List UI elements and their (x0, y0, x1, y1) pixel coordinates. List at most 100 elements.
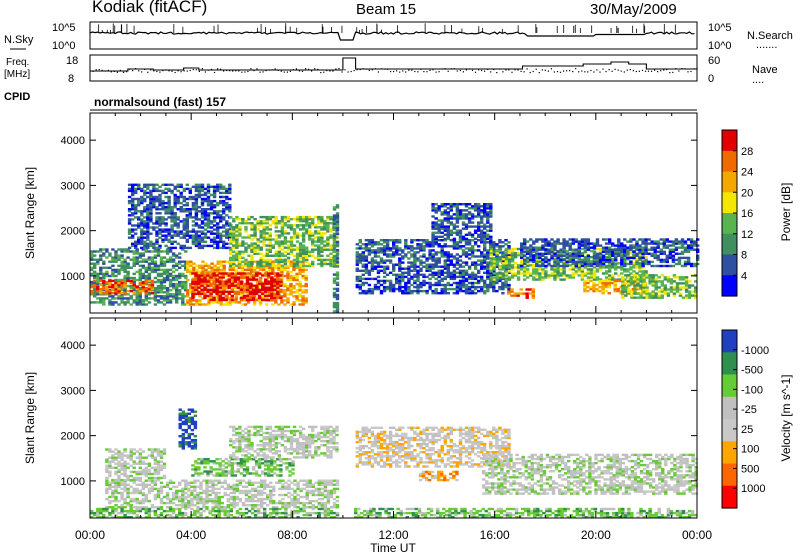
heatmap-cell (200, 183, 205, 186)
heatmap-cell (194, 199, 199, 203)
heatmap-cell (274, 250, 278, 253)
heatmap-cell (626, 268, 630, 271)
heatmap-cell (413, 275, 417, 279)
heatmap-cell (286, 224, 291, 227)
heatmap-cell (523, 262, 527, 266)
heatmap-cell (298, 293, 302, 296)
heatmap-cell (198, 270, 202, 274)
heatmap-cell (376, 261, 381, 264)
heatmap-cell (289, 226, 294, 229)
heatmap-cell (194, 224, 199, 227)
heatmap-cell (641, 266, 645, 269)
heatmap-cell (129, 250, 133, 253)
heatmap-cell (571, 266, 575, 269)
heatmap-cell (559, 256, 563, 259)
heatmap-cell (526, 256, 530, 260)
heatmap-cell (501, 274, 506, 277)
heatmap-cell (234, 270, 239, 274)
heatmap-cell (191, 286, 195, 289)
heatmap-cell (189, 289, 193, 292)
nave-dot (623, 71, 625, 73)
heatmap-cell (126, 274, 130, 278)
heatmap-cell (254, 274, 259, 277)
heatmap-cell (382, 239, 387, 242)
heatmap-cell (197, 191, 202, 195)
heatmap-cell (544, 242, 548, 245)
heatmap-cell (274, 260, 278, 264)
heatmap-cell (247, 218, 251, 221)
heatmap-cell (126, 284, 130, 288)
heatmap-cell (480, 289, 484, 293)
heatmap-cell (416, 269, 420, 272)
heatmap-cell (212, 274, 216, 277)
heatmap-cell (132, 278, 136, 282)
heatmap-cell (230, 276, 234, 279)
heatmap-cell (135, 260, 139, 263)
heatmap-cell (283, 218, 288, 221)
nave-dot (232, 70, 234, 72)
nave-dot (478, 69, 480, 71)
heatmap-cell (295, 246, 300, 249)
heatmap-cell (176, 218, 180, 221)
heatmap-cell (137, 240, 141, 243)
heatmap-cell (495, 272, 500, 275)
heatmap-cell (167, 197, 171, 201)
heatmap-cell (212, 272, 216, 275)
heatmap-cell (274, 226, 278, 229)
heatmap-cell (280, 248, 285, 251)
heatmap-cell (376, 243, 381, 246)
heatmap-cell (489, 249, 493, 253)
heatmap-cell (532, 258, 536, 262)
heatmap-cell (370, 251, 375, 254)
heatmap-cell (326, 254, 330, 257)
heatmap-cell (247, 222, 251, 225)
heatmap-cell (228, 183, 232, 186)
heatmap-cell (194, 292, 198, 295)
heatmap-cell (228, 268, 232, 272)
heatmap-cell (200, 238, 205, 241)
heatmap-cell (601, 266, 606, 269)
heatmap-cell (382, 247, 387, 250)
heatmap-cell (212, 224, 217, 227)
heatmap-cell (467, 289, 472, 293)
heatmap-cell (440, 289, 444, 293)
heatmap-cell (127, 246, 132, 250)
heatmap-cell (114, 281, 118, 285)
heatmap-cell (523, 268, 527, 271)
heatmap-cell (559, 278, 563, 281)
heatmap-cell (320, 248, 324, 251)
heatmap-cell (114, 285, 118, 289)
heatmap-cell (159, 291, 164, 294)
heatmap-cell (141, 283, 145, 287)
heatmap-cell (212, 187, 217, 191)
heatmap-cell (274, 230, 278, 233)
heatmap-cell (562, 260, 566, 263)
heatmap-cell (489, 225, 493, 228)
heatmap-cell (140, 187, 144, 191)
heatmap-cell (458, 213, 463, 216)
heatmap-cell (209, 222, 214, 225)
heatmap-cell (392, 255, 396, 258)
heatmap-cell (473, 261, 478, 264)
heatmap-cell (250, 222, 254, 225)
heatmap-cell (455, 247, 460, 250)
heatmap-cell (159, 262, 164, 265)
heatmap-cell (229, 230, 233, 233)
heatmap-cell (516, 292, 520, 295)
heatmap-cell (382, 275, 387, 279)
heatmap-cell (203, 210, 208, 213)
heatmap-cell (215, 290, 219, 293)
heatmap-cell (258, 266, 263, 269)
heatmap-cell (99, 301, 103, 304)
heatmap-cell (168, 250, 173, 253)
heatmap-cell (167, 240, 171, 243)
heatmap-cell (413, 263, 417, 266)
heatmap-cell (480, 261, 484, 264)
heatmap-cell (580, 274, 585, 277)
heatmap-cell (401, 271, 405, 274)
heatmap-cell (398, 277, 402, 281)
heatmap-cell (613, 289, 617, 293)
heatmap-cell (259, 220, 263, 223)
heatmap-cell (244, 246, 248, 249)
heatmap-cell (137, 216, 141, 219)
